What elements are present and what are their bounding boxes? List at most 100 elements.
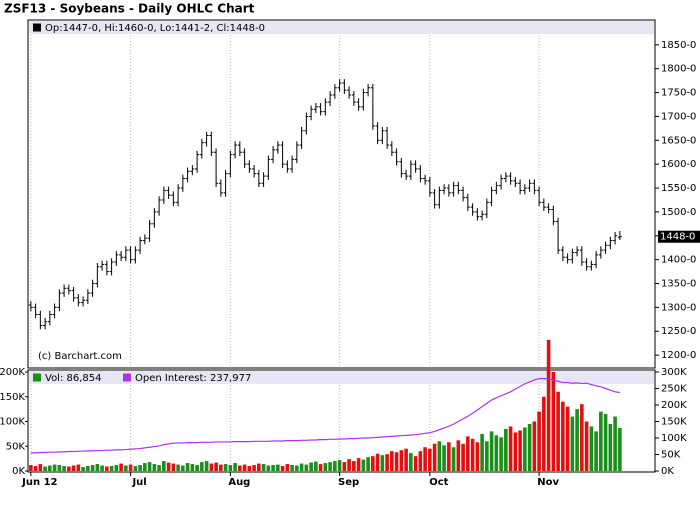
volume-bar [366, 457, 370, 471]
volume-bar [33, 466, 38, 471]
volume-bar [599, 411, 603, 471]
y-tick-label: 1800-0 [661, 64, 696, 75]
volume-bar [309, 462, 313, 471]
y-tick-label: 150K [0, 392, 25, 403]
volume-bar [499, 437, 503, 471]
y-tick-label: 1200-0 [661, 350, 696, 361]
volume-bar [423, 447, 427, 471]
volume-bar [504, 428, 508, 471]
volume-bar [608, 423, 613, 471]
volume-bar [238, 465, 242, 471]
volume-bar [494, 435, 499, 471]
volume-bar [86, 466, 90, 471]
volume-bar [361, 459, 366, 471]
volume-bar [542, 396, 546, 471]
volume-bar [380, 455, 385, 471]
y2-tick-label: 200K [661, 400, 687, 411]
volume-legend-swatch [33, 373, 41, 382]
x-tick-label: Sep [338, 477, 359, 488]
volume-bar [200, 462, 204, 471]
y-tick-label: 0K [12, 466, 25, 477]
last-price-label: 1448-0 [660, 232, 695, 243]
volume-bar [95, 464, 100, 471]
volume-bar [242, 464, 247, 471]
volume-bar [570, 416, 575, 471]
volume-bar [152, 464, 157, 471]
volume-bar [100, 465, 104, 471]
volume-bar [38, 464, 43, 471]
volume-bar [333, 461, 337, 471]
oi-legend: Open Interest: 237,977 [135, 373, 251, 384]
volume-bar [513, 432, 518, 471]
y-tick-label: 1300-0 [661, 302, 696, 313]
y-tick-label: 1700-0 [661, 111, 696, 122]
volume-bar [219, 464, 223, 471]
volume-bar [385, 454, 389, 471]
volume-bar [29, 465, 33, 471]
volume-bar [432, 443, 437, 471]
volume-bar [304, 464, 309, 471]
volume-legend-strip [29, 371, 654, 384]
volume-bar [147, 462, 152, 471]
volume-bar [527, 423, 532, 471]
volume-bar [489, 431, 494, 471]
volume-bar [404, 448, 408, 471]
y-tick-label: 1400-0 [661, 255, 696, 266]
volume-bar [228, 465, 233, 471]
y-tick-label: 50K [6, 441, 26, 452]
volume-bar [90, 465, 95, 471]
price-legend-strip [29, 21, 654, 34]
x-tick-label: Aug [228, 477, 250, 488]
volume-bar [143, 463, 147, 471]
volume-bar [399, 450, 404, 471]
volume-bar [561, 401, 565, 471]
volume-bar [290, 465, 294, 471]
y2-tick-label: 50K [661, 450, 681, 461]
volume-bar [57, 465, 62, 471]
volume-bar [347, 459, 351, 471]
volume-bar [618, 428, 622, 471]
volume-bar [67, 466, 71, 471]
volume-bar [589, 426, 594, 471]
volume-panel [27, 369, 656, 473]
volume-bar [461, 443, 465, 471]
volume-bar [409, 453, 413, 471]
volume-bar [323, 463, 328, 471]
volume-bar [556, 391, 560, 471]
x-tick-label: Oct [429, 477, 448, 488]
volume-bar [594, 431, 598, 471]
volume-bar [138, 465, 142, 471]
volume-bar [356, 458, 361, 471]
volume-bar [418, 451, 423, 471]
volume-bar [613, 416, 617, 471]
open-interest-line [30, 378, 620, 454]
volume-bar [537, 411, 541, 471]
volume-bar [105, 466, 109, 471]
volume-bar [52, 464, 57, 471]
volume-bar [185, 463, 190, 471]
y-tick-label: 1550-0 [661, 183, 696, 194]
volume-bar [124, 465, 128, 471]
volume-bar [480, 433, 484, 471]
volume-bar [475, 442, 480, 471]
volume-bar [71, 465, 76, 471]
y-tick-label: 1600-0 [661, 159, 696, 170]
volume-bar [62, 466, 66, 471]
volume-bar [546, 339, 551, 471]
y-tick-label: 100K [0, 417, 25, 428]
volume-bar [466, 436, 470, 471]
volume-bar [523, 427, 527, 471]
volume-bar [204, 461, 209, 471]
volume-bar [390, 451, 394, 471]
y2-tick-label: 0K [661, 466, 674, 477]
chart-title: ZSF13 - Soybeans - Daily OHLC Chart [4, 2, 255, 16]
volume-bar [76, 464, 81, 471]
y2-tick-label: 250K [661, 384, 687, 395]
volume-bar [43, 466, 47, 471]
oi-legend-swatch [123, 373, 131, 382]
volume-bar [328, 462, 332, 471]
volume-bar [276, 464, 280, 471]
volume-bar [247, 466, 252, 471]
volume-bar [451, 447, 456, 471]
